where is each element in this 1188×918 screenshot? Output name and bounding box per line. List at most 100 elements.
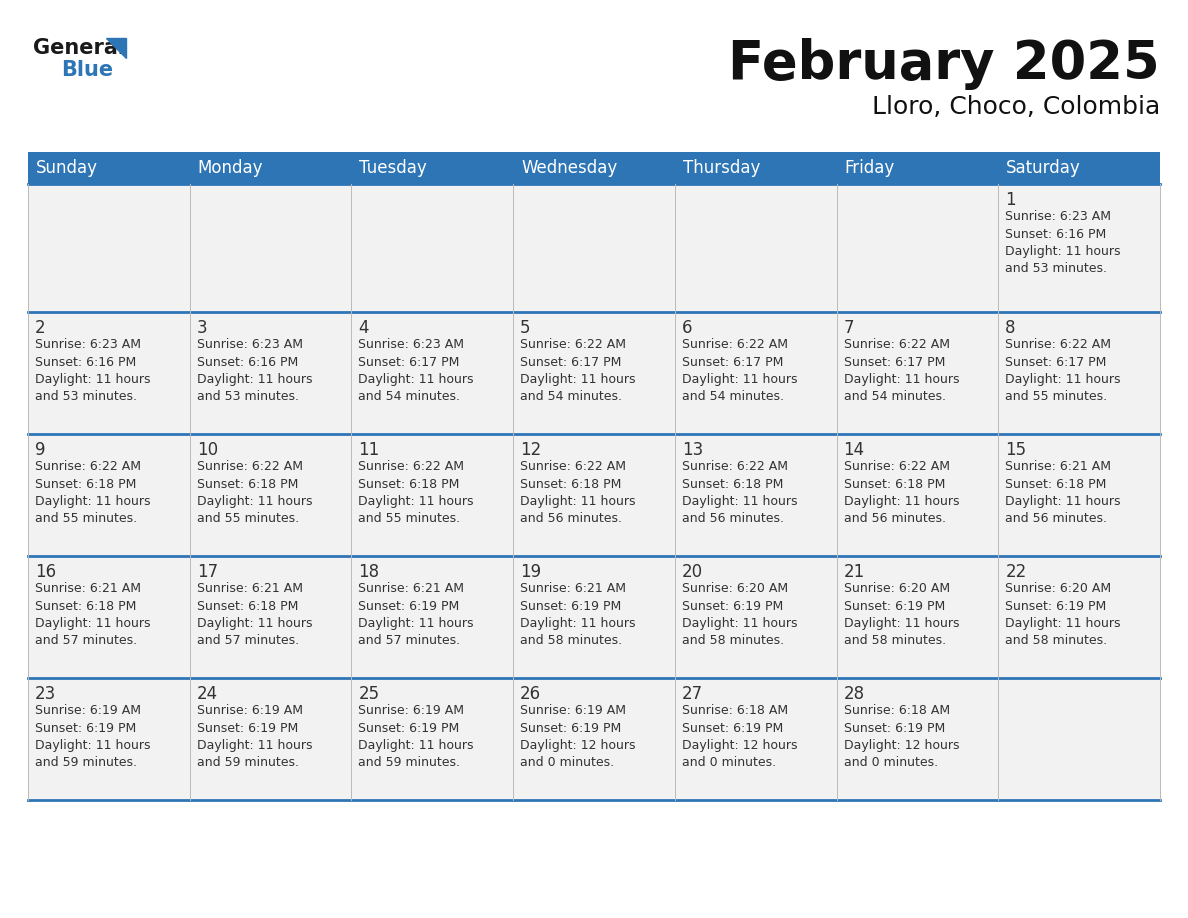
- Text: Daylight: 11 hours: Daylight: 11 hours: [843, 495, 959, 508]
- Bar: [836, 556, 998, 678]
- Text: 7: 7: [843, 319, 854, 337]
- Bar: [29, 312, 190, 434]
- Polygon shape: [106, 38, 126, 58]
- Text: Daylight: 11 hours: Daylight: 11 hours: [1005, 373, 1120, 386]
- Text: and 59 minutes.: and 59 minutes.: [197, 756, 298, 769]
- Bar: [998, 184, 1159, 312]
- Bar: [29, 678, 190, 800]
- Text: Sunrise: 6:19 AM: Sunrise: 6:19 AM: [34, 704, 141, 717]
- Text: Daylight: 11 hours: Daylight: 11 hours: [34, 373, 151, 386]
- Text: and 55 minutes.: and 55 minutes.: [34, 512, 137, 525]
- Text: Daylight: 11 hours: Daylight: 11 hours: [1005, 495, 1120, 508]
- Text: Daylight: 11 hours: Daylight: 11 hours: [843, 373, 959, 386]
- Text: Sunset: 6:19 PM: Sunset: 6:19 PM: [520, 599, 621, 612]
- Text: Sunset: 6:17 PM: Sunset: 6:17 PM: [843, 355, 944, 368]
- Text: and 0 minutes.: and 0 minutes.: [843, 756, 937, 769]
- Text: and 55 minutes.: and 55 minutes.: [359, 512, 461, 525]
- Text: Daylight: 11 hours: Daylight: 11 hours: [34, 495, 151, 508]
- Text: Blue: Blue: [61, 60, 113, 80]
- Text: Sunset: 6:18 PM: Sunset: 6:18 PM: [197, 477, 298, 490]
- Text: Sunrise: 6:23 AM: Sunrise: 6:23 AM: [359, 338, 465, 351]
- Text: 18: 18: [359, 563, 379, 581]
- Text: Sunset: 6:18 PM: Sunset: 6:18 PM: [34, 599, 137, 612]
- Text: and 53 minutes.: and 53 minutes.: [197, 390, 298, 404]
- Text: and 56 minutes.: and 56 minutes.: [682, 512, 784, 525]
- Text: Sunrise: 6:20 AM: Sunrise: 6:20 AM: [682, 582, 788, 595]
- Text: and 54 minutes.: and 54 minutes.: [682, 390, 784, 404]
- Text: Daylight: 11 hours: Daylight: 11 hours: [520, 617, 636, 630]
- Text: 2: 2: [34, 319, 45, 337]
- Text: Sunrise: 6:19 AM: Sunrise: 6:19 AM: [520, 704, 626, 717]
- Text: Wednesday: Wednesday: [522, 159, 618, 177]
- Text: Daylight: 11 hours: Daylight: 11 hours: [1005, 617, 1120, 630]
- Text: 25: 25: [359, 685, 379, 703]
- Text: Sunset: 6:16 PM: Sunset: 6:16 PM: [1005, 228, 1106, 241]
- Text: Daylight: 11 hours: Daylight: 11 hours: [197, 495, 312, 508]
- Text: Daylight: 11 hours: Daylight: 11 hours: [359, 373, 474, 386]
- Text: 17: 17: [197, 563, 217, 581]
- Text: Friday: Friday: [845, 159, 895, 177]
- Text: 24: 24: [197, 685, 217, 703]
- Text: 23: 23: [34, 685, 56, 703]
- Text: and 55 minutes.: and 55 minutes.: [197, 512, 299, 525]
- Bar: [836, 184, 998, 312]
- Bar: [352, 678, 513, 800]
- Text: Sunrise: 6:21 AM: Sunrise: 6:21 AM: [197, 582, 303, 595]
- Text: 11: 11: [359, 441, 380, 459]
- Text: Sunrise: 6:23 AM: Sunrise: 6:23 AM: [197, 338, 303, 351]
- Text: Sunrise: 6:22 AM: Sunrise: 6:22 AM: [1005, 338, 1111, 351]
- Text: Daylight: 11 hours: Daylight: 11 hours: [197, 739, 312, 752]
- Bar: [352, 556, 513, 678]
- Text: 13: 13: [682, 441, 703, 459]
- Bar: [29, 152, 1159, 184]
- Text: and 57 minutes.: and 57 minutes.: [34, 634, 137, 647]
- Bar: [190, 678, 352, 800]
- Bar: [29, 556, 190, 678]
- Text: Daylight: 11 hours: Daylight: 11 hours: [682, 617, 797, 630]
- Text: Daylight: 11 hours: Daylight: 11 hours: [682, 495, 797, 508]
- Text: and 57 minutes.: and 57 minutes.: [197, 634, 299, 647]
- Bar: [352, 434, 513, 556]
- Text: Daylight: 11 hours: Daylight: 11 hours: [520, 495, 636, 508]
- Text: Sunrise: 6:22 AM: Sunrise: 6:22 AM: [359, 460, 465, 473]
- Bar: [998, 678, 1159, 800]
- Text: Sunrise: 6:21 AM: Sunrise: 6:21 AM: [520, 582, 626, 595]
- Text: and 58 minutes.: and 58 minutes.: [1005, 634, 1107, 647]
- Text: Sunrise: 6:22 AM: Sunrise: 6:22 AM: [520, 338, 626, 351]
- Text: 21: 21: [843, 563, 865, 581]
- Text: and 53 minutes.: and 53 minutes.: [1005, 263, 1107, 275]
- Text: Daylight: 12 hours: Daylight: 12 hours: [520, 739, 636, 752]
- Text: Sunrise: 6:18 AM: Sunrise: 6:18 AM: [682, 704, 788, 717]
- Text: Sunset: 6:18 PM: Sunset: 6:18 PM: [843, 477, 944, 490]
- Bar: [998, 556, 1159, 678]
- Text: Daylight: 12 hours: Daylight: 12 hours: [843, 739, 959, 752]
- Bar: [836, 312, 998, 434]
- Text: Sunset: 6:16 PM: Sunset: 6:16 PM: [197, 355, 298, 368]
- Text: Lloro, Choco, Colombia: Lloro, Choco, Colombia: [872, 95, 1159, 119]
- Text: and 56 minutes.: and 56 minutes.: [520, 512, 623, 525]
- Text: Sunset: 6:19 PM: Sunset: 6:19 PM: [682, 599, 783, 612]
- Text: Monday: Monday: [197, 159, 264, 177]
- Text: and 54 minutes.: and 54 minutes.: [359, 390, 461, 404]
- Text: and 56 minutes.: and 56 minutes.: [843, 512, 946, 525]
- Text: 19: 19: [520, 563, 542, 581]
- Text: Sunset: 6:19 PM: Sunset: 6:19 PM: [682, 722, 783, 734]
- Text: Sunrise: 6:22 AM: Sunrise: 6:22 AM: [34, 460, 141, 473]
- Bar: [513, 312, 675, 434]
- Text: and 54 minutes.: and 54 minutes.: [520, 390, 623, 404]
- Text: Sunset: 6:19 PM: Sunset: 6:19 PM: [520, 722, 621, 734]
- Bar: [513, 434, 675, 556]
- Text: Daylight: 11 hours: Daylight: 11 hours: [197, 373, 312, 386]
- Bar: [352, 184, 513, 312]
- Text: 15: 15: [1005, 441, 1026, 459]
- Text: Daylight: 11 hours: Daylight: 11 hours: [359, 495, 474, 508]
- Text: 27: 27: [682, 685, 703, 703]
- Text: and 58 minutes.: and 58 minutes.: [843, 634, 946, 647]
- Text: Sunrise: 6:20 AM: Sunrise: 6:20 AM: [843, 582, 949, 595]
- Text: Sunrise: 6:23 AM: Sunrise: 6:23 AM: [1005, 210, 1111, 223]
- Bar: [836, 434, 998, 556]
- Text: and 0 minutes.: and 0 minutes.: [520, 756, 614, 769]
- Text: and 55 minutes.: and 55 minutes.: [1005, 390, 1107, 404]
- Text: Sunrise: 6:23 AM: Sunrise: 6:23 AM: [34, 338, 141, 351]
- Text: Daylight: 11 hours: Daylight: 11 hours: [197, 617, 312, 630]
